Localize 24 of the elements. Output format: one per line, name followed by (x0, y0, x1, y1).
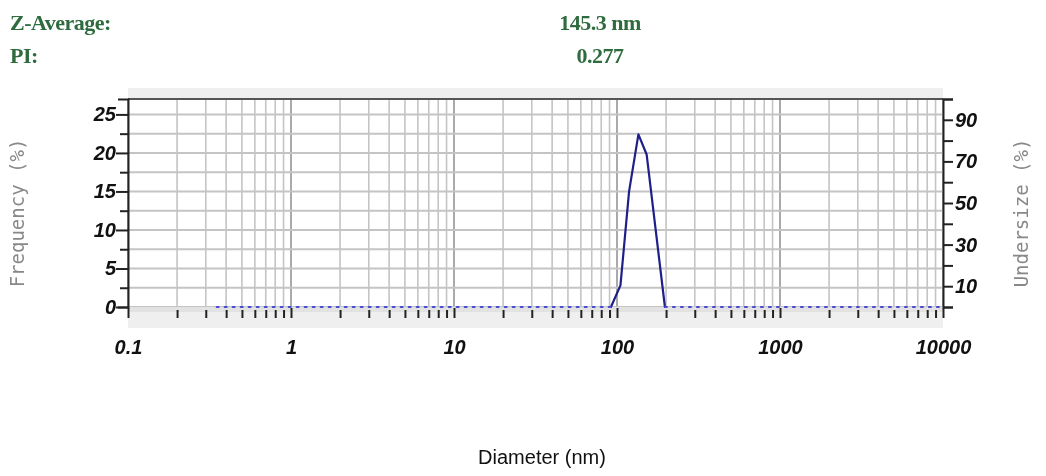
x-tick-label: 100 (600, 336, 635, 359)
text: 0.277 (576, 43, 624, 68)
y2-tick-label: 90 (955, 108, 978, 131)
y2-tick-label: 10 (955, 275, 978, 298)
x-tick-label: 0.1 (114, 336, 143, 359)
y-tick-label: 25 (92, 103, 117, 126)
y-axis-title: Frequency (%) (6, 138, 28, 288)
text: 145.3 nm (559, 10, 641, 35)
y2-tick-label: 50 (955, 191, 978, 214)
y-tick-label: 15 (93, 180, 117, 203)
y2-tick-label: 30 (955, 233, 978, 256)
x-tick-label: 10000 (915, 336, 972, 359)
text: Z-Average: (10, 10, 111, 35)
y2-axis-title: Undersize (%) (1010, 138, 1032, 288)
y-tick-label: 5 (104, 257, 117, 280)
y-tick-label: 0 (104, 295, 116, 318)
y-tick-label: 10 (93, 218, 116, 241)
x-tick-label: 1000 (758, 336, 803, 359)
x-tick-label: 10 (443, 336, 466, 359)
y2-tick-label: 70 (955, 150, 978, 173)
text: PI: (10, 43, 38, 68)
x-tick-label: 1 (285, 336, 298, 359)
y-tick-label: 20 (92, 141, 116, 164)
x-axis-title: Diameter (nm) (478, 446, 606, 468)
